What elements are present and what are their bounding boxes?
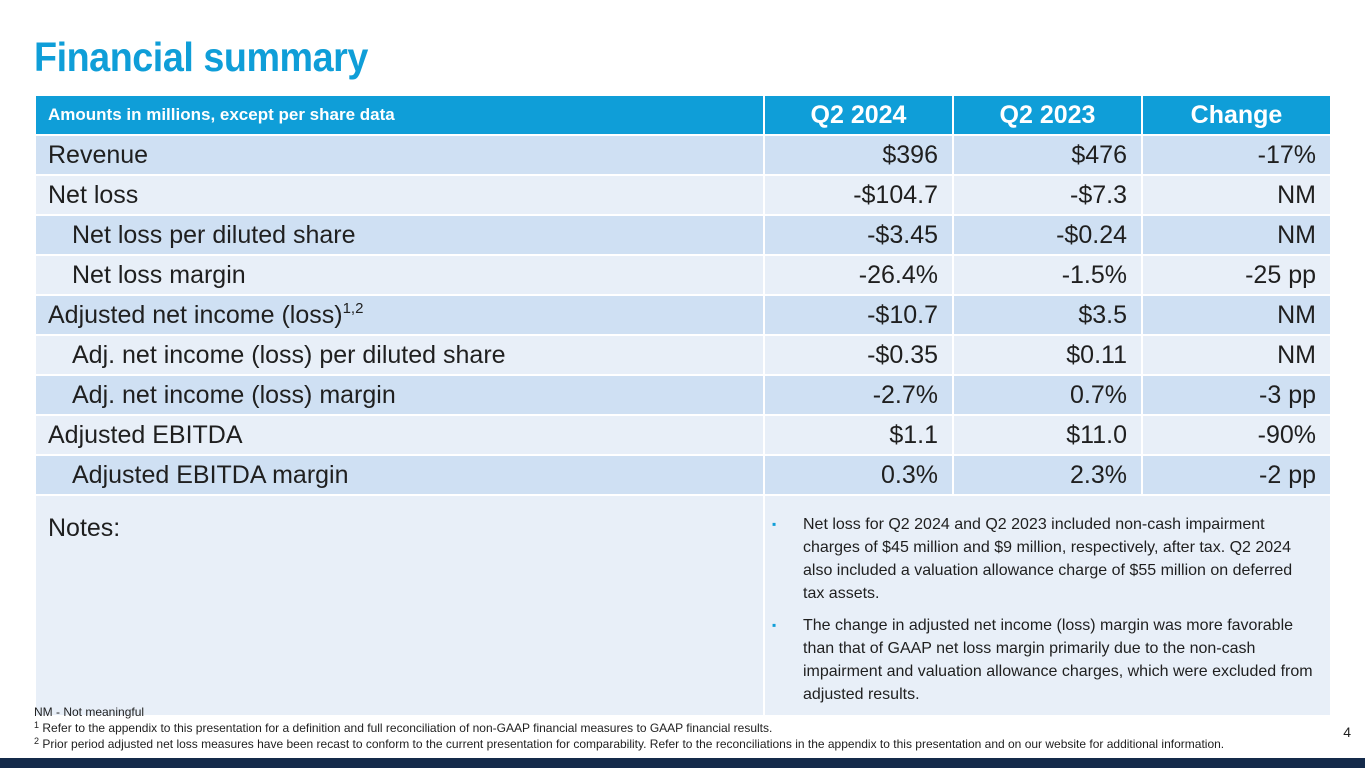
row-label: Adjusted EBITDA — [34, 414, 765, 456]
table-row: Adjusted net income (loss)1,2 -$10.7 $3.… — [34, 294, 1332, 336]
table-row: Net loss per diluted share -$3.45 -$0.24… — [34, 214, 1332, 256]
footnotes: NM - Not meaningful 1 Refer to the appen… — [34, 704, 1224, 752]
table-row: Net loss margin -26.4% -1.5% -25 pp — [34, 254, 1332, 296]
footnote-2: 2 Prior period adjusted net loss measure… — [34, 736, 1224, 752]
bottom-bar — [0, 758, 1365, 768]
cell-q2-2023: 0.7% — [952, 374, 1143, 416]
page-title: Financial summary — [34, 34, 368, 80]
notes-row: Notes: ▪ Net loss for Q2 2024 and Q2 2023… — [34, 494, 1332, 717]
footnote-1: 1 Refer to the appendix to this presenta… — [34, 720, 1224, 736]
cell-q2-2024: -26.4% — [763, 254, 954, 296]
notes-label-cell: Notes: — [34, 494, 765, 717]
cell-q2-2024: $396 — [763, 134, 954, 176]
cell-q2-2023: -$0.24 — [952, 214, 1143, 256]
notes-label: Notes: — [48, 514, 121, 542]
table-header-row: Amounts in millions, except per share da… — [34, 94, 1332, 136]
note-text: The change in adjusted net income (loss)… — [803, 617, 1313, 703]
cell-change: -3 pp — [1141, 374, 1332, 416]
row-label: Net loss margin — [34, 254, 765, 296]
cell-change: -25 pp — [1141, 254, 1332, 296]
cell-q2-2023: -1.5% — [952, 254, 1143, 296]
footnote-1-marker: 1 — [34, 720, 40, 730]
square-bullet-icon: ▪ — [772, 517, 777, 531]
cell-q2-2023: $3.5 — [952, 294, 1143, 336]
footnote-1-text: Refer to the appendix to this presentati… — [42, 721, 773, 735]
notes-list: ▪ Net loss for Q2 2024 and Q2 2023 includ… — [765, 496, 1330, 706]
row-label: Adj. net income (loss) per diluted share — [34, 334, 765, 376]
table-row: Adjusted EBITDA margin 0.3% 2.3% -2 pp — [34, 454, 1332, 496]
table-row: Adj. net income (loss) margin -2.7% 0.7%… — [34, 374, 1332, 416]
row-label: Adjusted net income (loss)1,2 — [34, 294, 765, 336]
cell-q2-2023: $0.11 — [952, 334, 1143, 376]
cell-q2-2024: -$0.35 — [763, 334, 954, 376]
footnote-2-text: Prior period adjusted net loss measures … — [42, 737, 1225, 751]
row-label: Adjusted EBITDA margin — [34, 454, 765, 496]
list-item: ▪ Net loss for Q2 2024 and Q2 2023 includ… — [772, 513, 1316, 605]
note-text: Net loss for Q2 2024 and Q2 2023 include… — [803, 516, 1293, 602]
footnote-2-marker: 2 — [34, 736, 40, 746]
cell-q2-2024: 0.3% — [763, 454, 954, 496]
cell-change: NM — [1141, 174, 1332, 216]
row-label-text: Adjusted net income (loss) — [48, 300, 343, 329]
page-number: 4 — [1343, 724, 1351, 740]
header-q2-2023: Q2 2023 — [952, 94, 1143, 136]
table-row: Net loss -$104.7 -$7.3 NM — [34, 174, 1332, 216]
footnote-nm: NM - Not meaningful — [34, 705, 145, 719]
header-label: Amounts in millions, except per share da… — [34, 94, 765, 136]
row-label: Adj. net income (loss) margin — [34, 374, 765, 416]
cell-change: -2 pp — [1141, 454, 1332, 496]
header-q2-2024: Q2 2024 — [763, 94, 954, 136]
cell-change: NM — [1141, 334, 1332, 376]
cell-q2-2024: -$3.45 — [763, 214, 954, 256]
row-label: Net loss per diluted share — [34, 214, 765, 256]
square-bullet-icon: ▪ — [772, 618, 777, 632]
row-label: Revenue — [34, 134, 765, 176]
cell-change: NM — [1141, 214, 1332, 256]
cell-change: NM — [1141, 294, 1332, 336]
cell-q2-2024: -$104.7 — [763, 174, 954, 216]
cell-q2-2023: $476 — [952, 134, 1143, 176]
row-label: Net loss — [34, 174, 765, 216]
cell-change: -90% — [1141, 414, 1332, 456]
cell-q2-2023: $11.0 — [952, 414, 1143, 456]
list-item: ▪ The change in adjusted net income (loss… — [772, 614, 1316, 706]
table-row: Revenue $396 $476 -17% — [34, 134, 1332, 176]
cell-q2-2023: 2.3% — [952, 454, 1143, 496]
cell-q2-2024: -$10.7 — [763, 294, 954, 336]
table-row: Adjusted EBITDA $1.1 $11.0 -90% — [34, 414, 1332, 456]
cell-q2-2024: $1.1 — [763, 414, 954, 456]
notes-cell: ▪ Net loss for Q2 2024 and Q2 2023 includ… — [763, 494, 1332, 717]
cell-q2-2024: -2.7% — [763, 374, 954, 416]
cell-change: -17% — [1141, 134, 1332, 176]
footnote-marker: 1,2 — [342, 299, 364, 317]
financial-summary-table: Amounts in millions, except per share da… — [34, 94, 1332, 717]
cell-q2-2023: -$7.3 — [952, 174, 1143, 216]
header-change: Change — [1141, 94, 1332, 136]
table-row: Adj. net income (loss) per diluted share… — [34, 334, 1332, 376]
